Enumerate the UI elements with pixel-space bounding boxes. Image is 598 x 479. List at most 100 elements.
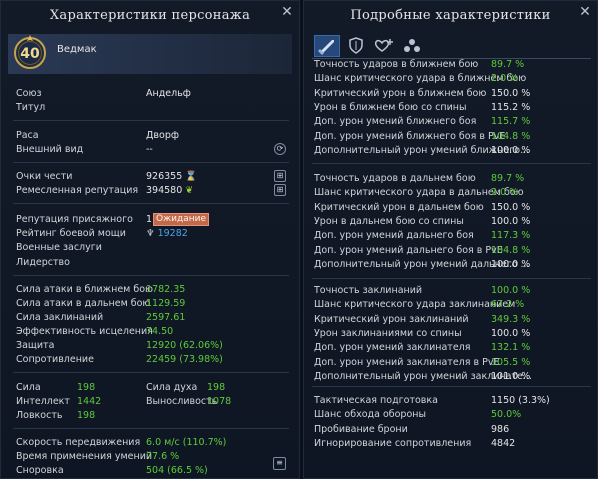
details-list-icon[interactable]: ≡ xyxy=(273,457,286,470)
stat-value: 100.0 % xyxy=(491,144,531,156)
detailed-stats-panel: Подробные характеристики ✕ Точность удар… xyxy=(303,0,598,479)
attr-label: Ловкость xyxy=(16,410,63,421)
stat-label: Дополнительный урон умений дальнего ... xyxy=(314,258,530,270)
divider xyxy=(13,162,289,163)
stat-label: Доп. урон умений ближнего боя xyxy=(314,116,477,128)
stat-value: 105.5 % xyxy=(491,356,531,368)
misc-value: 504 (66.5 %) xyxy=(146,465,208,476)
stat-label: Шанс критического удара в дальнем бою xyxy=(314,187,524,199)
stat-value: 104.8 % xyxy=(491,130,531,142)
close-icon[interactable]: ✕ xyxy=(579,4,591,20)
tab-other[interactable] xyxy=(400,35,426,57)
stat-label: Урон в ближнем бою со спины xyxy=(314,101,467,113)
stat-value: 100.0 % xyxy=(491,258,531,270)
combat-power-value: ♆ 19282 xyxy=(146,227,188,241)
stat-label: Сила атаки в ближнем бою xyxy=(16,284,154,295)
stat-value: 12920 (62.06%) xyxy=(146,340,223,351)
misc-label: Скорость передвижения xyxy=(16,437,141,448)
divider xyxy=(13,428,289,429)
refresh-appearance-icon[interactable]: ⟳ xyxy=(274,143,286,155)
stat-value: 349.3 % xyxy=(491,313,531,325)
stat-label: Урон заклинаниями со спины xyxy=(314,327,462,339)
stat-value: 1150 (3.3%) xyxy=(491,395,550,406)
merits-label: Военные заслуги xyxy=(16,242,102,253)
appearance-label: Внешний вид xyxy=(16,144,84,155)
tab-healing[interactable] xyxy=(372,35,398,57)
stat-label: Точность ударов в ближнем бою xyxy=(314,59,479,70)
divider xyxy=(13,120,289,121)
craft-rep-label: Ремесленная репутация xyxy=(16,185,139,196)
appearance-value: -- xyxy=(146,144,153,155)
sword-icon xyxy=(318,40,334,55)
stat-value: 50.0% xyxy=(491,409,522,421)
attr-value: 1078 xyxy=(207,396,232,407)
attr-label: Интеллект xyxy=(16,396,70,407)
stat-value: 132.1 % xyxy=(491,342,531,354)
stat-label: Сопротивление xyxy=(16,354,94,365)
stat-label: Критический урон в дальнем бою xyxy=(314,201,484,213)
divider xyxy=(312,386,591,387)
stat-label: Сила атаки в дальнем бою xyxy=(16,298,151,309)
character-name: Ведмак xyxy=(57,44,97,55)
level-badge-icon xyxy=(14,35,46,69)
level-badge: 40 xyxy=(12,33,48,71)
stat-value: 100.0 % xyxy=(491,285,531,296)
union-label: Союз xyxy=(16,88,42,99)
tab-attack[interactable] xyxy=(314,35,340,57)
race-label: Раса xyxy=(16,130,39,141)
attr-label: Сила xyxy=(16,382,41,393)
stat-value: 4842 xyxy=(491,437,516,449)
stat-label: Защита xyxy=(16,340,55,351)
divider xyxy=(13,372,289,373)
juror-rep-label: Репутация присяжного xyxy=(16,214,133,225)
level-number: 40 xyxy=(20,46,40,62)
misc-value: 77.6 % xyxy=(146,451,180,462)
waiting-status-button[interactable]: Ожидание xyxy=(153,213,209,226)
orbs-icon xyxy=(404,39,420,52)
honor-number: 926355 xyxy=(146,171,183,182)
stat-label: Доп. урон умений ближнего боя в PvE xyxy=(314,130,506,142)
divider xyxy=(312,278,591,279)
stat-label: Шанс критического удара заклинанием xyxy=(314,299,516,311)
stat-label: Точность ударов в дальнем бою xyxy=(314,173,476,184)
honor-value: 926355 ⌛ xyxy=(146,170,197,184)
character-header: 40 Ведмак xyxy=(8,34,292,74)
stat-value: 100.0 % xyxy=(491,327,531,339)
juror-rep-value: 1 xyxy=(146,214,153,225)
close-icon[interactable]: ✕ xyxy=(281,4,293,20)
divider xyxy=(312,163,591,164)
stat-value: 89.7 % xyxy=(491,173,525,184)
misc-label: Время применения умений xyxy=(16,451,153,462)
tab-defense[interactable] xyxy=(344,35,370,57)
stat-value: 2.0 % xyxy=(491,187,519,199)
power-icon: ♆ xyxy=(146,228,155,239)
stat-label: Пробивание брони xyxy=(314,423,408,435)
stat-label: Критический урон в ближнем бою xyxy=(314,87,487,99)
leaf-icon: ❦ xyxy=(185,185,194,196)
stat-value: 115.2 % xyxy=(491,101,531,113)
honor-label: Очки чести xyxy=(16,171,73,182)
stat-value: 22459 (73.98%) xyxy=(146,354,223,365)
stat-label: Дополнительный урон умений ближнего... xyxy=(314,144,530,156)
combat-power-number: 19282 xyxy=(157,228,188,239)
stat-value: 100.0 % xyxy=(491,215,531,227)
stat-label: Точность заклинаний xyxy=(314,285,423,296)
craft-shop-icon[interactable]: ⊞ xyxy=(274,184,286,196)
stat-value: 115.7 % xyxy=(491,116,531,128)
stat-value: 101.0 % xyxy=(491,370,531,382)
attr-value: 1442 xyxy=(77,396,102,407)
craft-rep-value: 394580 ❦ xyxy=(146,184,193,198)
character-stats-panel: Характеристики персонажа ✕ 40 Ведмак Сою… xyxy=(0,0,300,479)
stat-label: Шанс критического удара в ближнем бою xyxy=(314,73,527,85)
stat-label: Урон в дальнем бою со спины xyxy=(314,215,464,227)
stat-value: 67.2 % xyxy=(491,299,525,311)
honor-shop-icon[interactable]: ⊞ xyxy=(274,170,286,182)
stat-label: Доп. урон умений дальнего боя в PvE xyxy=(314,244,503,256)
union-value: Андельф xyxy=(146,88,191,99)
divider xyxy=(13,203,289,204)
stat-value: 74.50 xyxy=(146,326,174,337)
stat-label: Доп. урон умений заклинателя xyxy=(314,342,471,354)
attr-label: Выносливость xyxy=(146,396,218,407)
attr-value: 198 xyxy=(207,382,226,393)
misc-label: Сноровка xyxy=(16,465,64,476)
